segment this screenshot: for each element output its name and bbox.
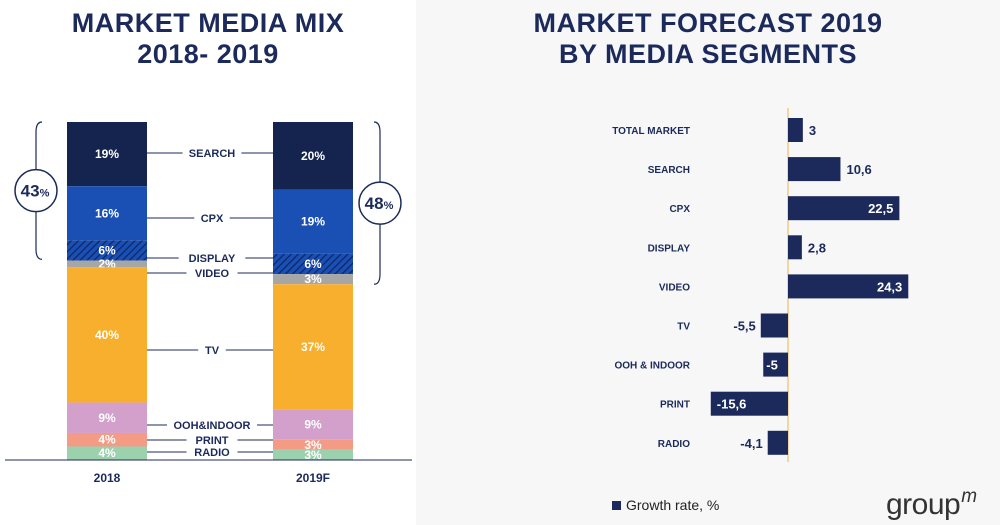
digital-share-circle: [14, 168, 58, 213]
mix-segment-label: 3%: [304, 438, 322, 452]
mix-segment-label: 6%: [98, 243, 116, 257]
digital-share-unit: %: [40, 188, 50, 200]
forecast-legend: Growth rate, %: [612, 497, 719, 513]
forecast-category-label: VIDEO: [659, 282, 690, 293]
media-mix-title-line1: MARKET MEDIA MIX: [71, 8, 345, 38]
forecast-value-label: 24,3: [877, 279, 902, 294]
forecast-bar: [763, 352, 788, 377]
mix-segment-label: 20%: [301, 149, 325, 163]
mix-segment-name: DISPLAY: [189, 253, 236, 265]
mix-segment-name: SEARCH: [189, 148, 236, 160]
mix-segment-label: 19%: [301, 215, 325, 229]
forecast-bar: [788, 157, 841, 182]
mix-segment-label: 37%: [301, 340, 325, 354]
media-mix-title: MARKET MEDIA MIX 2018- 2019: [0, 8, 416, 70]
mix-bar-segment: [67, 240, 147, 261]
mix-bar-segment: [67, 432, 147, 447]
mix-segment-name: RADIO: [194, 447, 230, 459]
forecast-category-label: TV: [677, 322, 690, 333]
digital-share-circle: [358, 181, 402, 225]
forecast-bar: [788, 235, 802, 260]
mix-bar-segment: [67, 446, 147, 460]
forecast-category-label: DISPLAY: [648, 243, 691, 254]
forecast-value-label: -5,5: [733, 319, 755, 334]
mix-segment-name: CPX: [201, 213, 224, 225]
forecast-category-label: PRINT: [660, 400, 690, 411]
mix-bar-segment: [273, 449, 353, 460]
mix-segment-label: 9%: [98, 411, 116, 425]
forecast-title-line2: BY MEDIA SEGMENTS: [558, 39, 858, 69]
mix-bar-segment: [67, 122, 147, 187]
digital-share-value: 48%: [365, 194, 394, 213]
logo-text: group: [886, 488, 961, 521]
forecast-bar: [788, 196, 900, 221]
groupm-logo: groupm: [886, 486, 977, 522]
mix-category-label: 2019F: [296, 471, 330, 485]
mix-bar-segment: [67, 260, 147, 268]
forecast-panel: MARKET FORECAST 2019 BY MEDIA SEGMENTS: [416, 0, 1000, 525]
forecast-bar: [710, 391, 788, 416]
forecast-bar: [788, 274, 909, 299]
mix-segment-label: 4%: [98, 433, 116, 447]
mix-bar-segment: [273, 189, 353, 254]
forecast-value-label: -5: [766, 358, 778, 373]
forecast-value-label: 2,8: [808, 240, 826, 255]
mix-bar-segment: [67, 186, 147, 241]
mix-segment-name: PRINT: [196, 435, 229, 447]
mix-segment-name: TV: [205, 345, 220, 357]
mix-segment-label: 6%: [304, 257, 322, 271]
mix-segment-label: 16%: [95, 206, 119, 220]
mix-bar-segment: [273, 284, 353, 410]
mix-segment-label: 40%: [95, 328, 119, 342]
forecast-title: MARKET FORECAST 2019 BY MEDIA SEGMENTS: [416, 8, 1000, 70]
mix-bar-segment: [273, 274, 353, 285]
forecast-category-label: CPX: [669, 204, 690, 215]
forecast-bar: [767, 430, 788, 455]
mix-bar-segment: [273, 439, 353, 450]
legend-label: Growth rate, %: [626, 497, 720, 513]
mix-segment-label: 9%: [304, 418, 322, 432]
mix-bar-segment: [273, 122, 353, 190]
logo-sup: m: [961, 486, 977, 507]
digital-share-number: 48: [365, 194, 384, 213]
mix-bar-segment: [67, 402, 147, 433]
forecast-category-label: SEARCH: [648, 165, 690, 176]
forecast-category-label: TOTAL MARKET: [612, 126, 690, 137]
forecast-value-label: 22,5: [868, 201, 893, 216]
forecast-bar: [788, 118, 803, 142]
forecast-category-label: OOH & INDOOR: [614, 361, 690, 372]
mix-segment-name: OOH&INDOOR: [174, 420, 251, 432]
forecast-value-label: 10,6: [846, 162, 871, 177]
mix-bar-segment: [67, 267, 147, 403]
mix-segment-label: 3%: [304, 272, 322, 286]
mix-segment-name: VIDEO: [195, 268, 230, 280]
digital-share-number: 43: [21, 182, 40, 201]
forecast-value-label: 3: [809, 123, 816, 138]
forecast-title-line1: MARKET FORECAST 2019: [533, 8, 883, 38]
forecast-bar: [760, 313, 788, 338]
media-mix-title-line2: 2018- 2019: [137, 39, 279, 69]
mix-segment-label: 4%: [98, 446, 116, 460]
mix-category-label: 2018: [94, 471, 121, 485]
mix-segment-label: 3%: [304, 448, 322, 462]
digital-share-unit: %: [384, 200, 394, 212]
forecast-category-label: RADIO: [658, 439, 690, 450]
forecast-value-label: -15,6: [717, 397, 747, 412]
mix-bar-segment: [273, 253, 353, 275]
mix-bar-segment: [273, 409, 353, 440]
forecast-value-label: -4,1: [740, 436, 762, 451]
legend-swatch: [612, 500, 621, 510]
mix-segment-label: 19%: [95, 147, 119, 161]
digital-share-value: 43%: [21, 182, 50, 201]
